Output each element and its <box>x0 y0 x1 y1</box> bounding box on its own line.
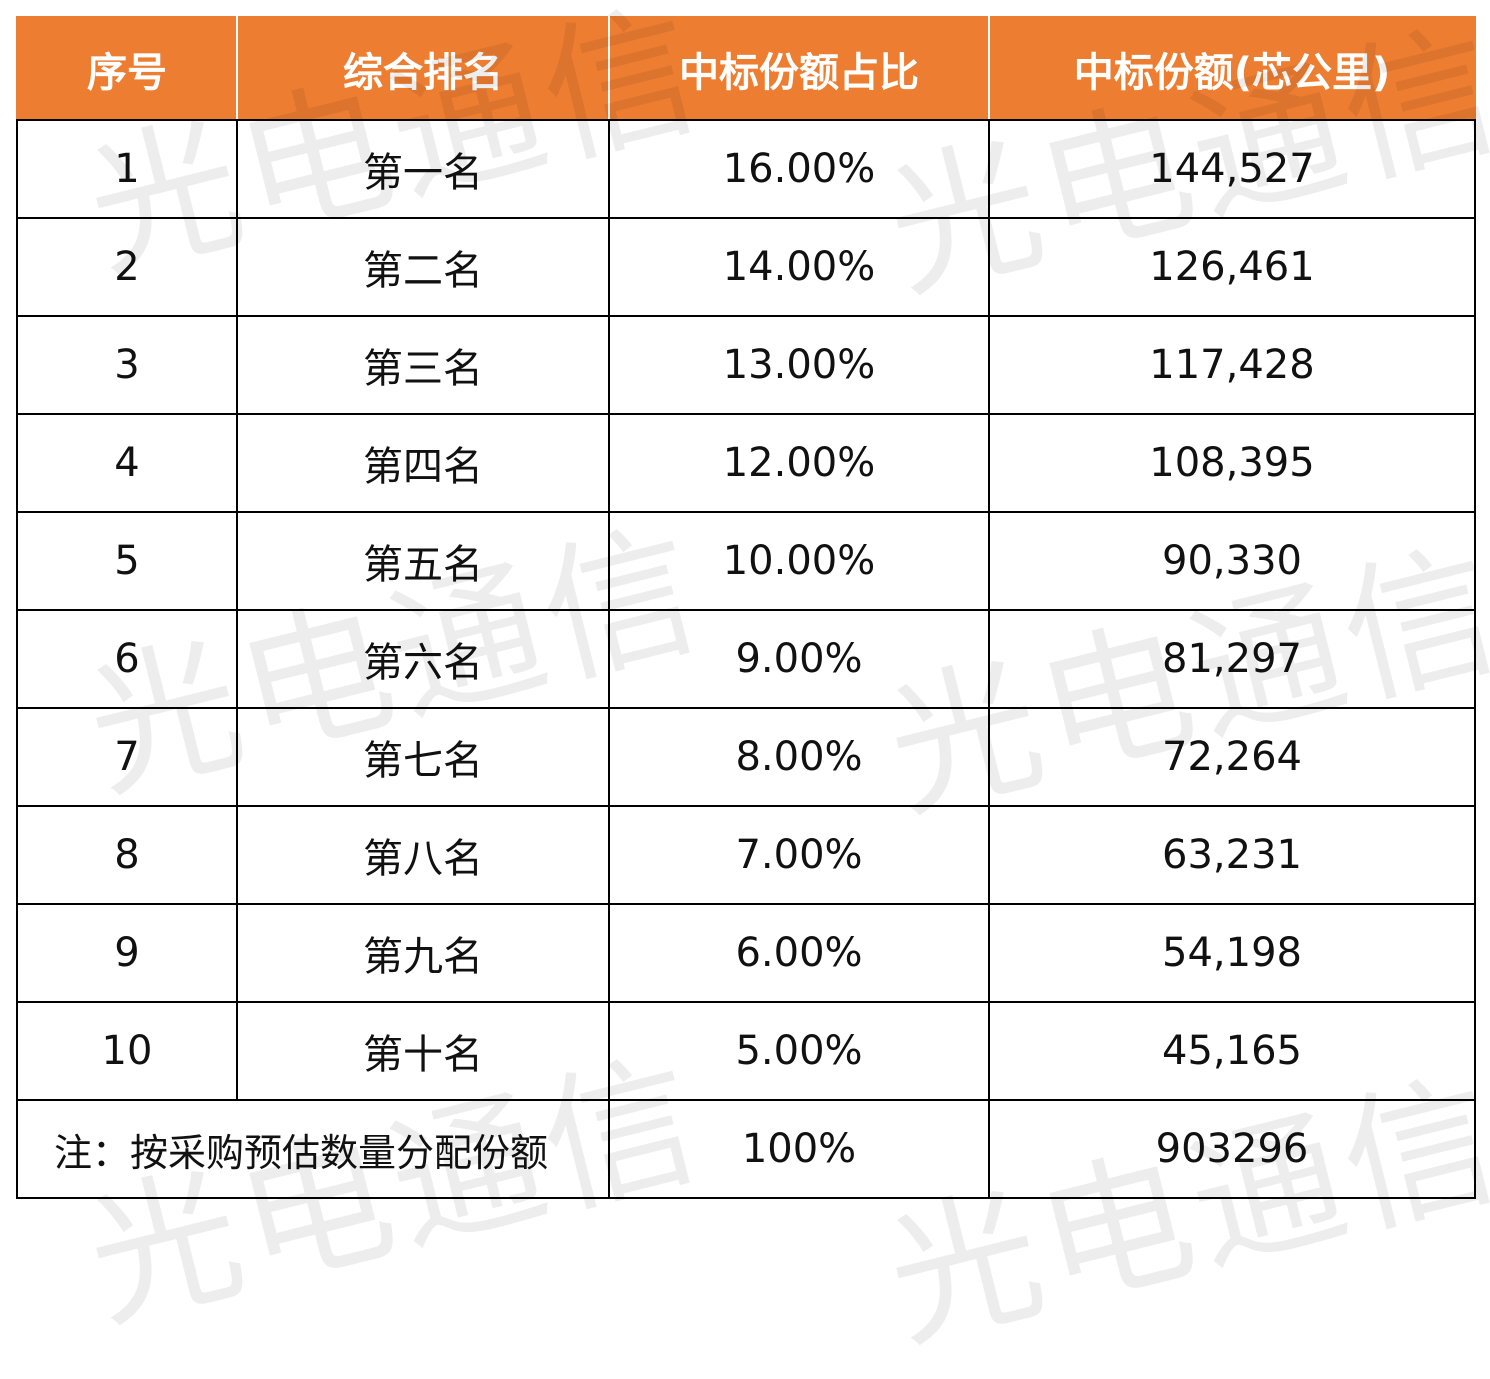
cell-index: 4 <box>16 413 238 513</box>
cell-share-amount: 90,330 <box>988 511 1476 611</box>
cell-rank: 第一名 <box>236 119 610 219</box>
cell-rank: 第四名 <box>236 413 610 513</box>
cell-index: 1 <box>16 119 238 219</box>
cell-index: 6 <box>16 609 238 709</box>
cell-rank: 第二名 <box>236 217 610 317</box>
cell-share-ratio: 6.00% <box>608 903 990 1003</box>
header-share-ratio: 中标份额占比 <box>608 16 990 121</box>
footer-note: 注：按采购预估数量分配份额 <box>16 1099 610 1199</box>
cell-rank: 第十名 <box>236 1001 610 1101</box>
cell-share-ratio: 5.00% <box>608 1001 990 1101</box>
cell-rank: 第七名 <box>236 707 610 807</box>
cell-index: 2 <box>16 217 238 317</box>
cell-share-amount: 45,165 <box>988 1001 1476 1101</box>
cell-share-amount: 63,231 <box>988 805 1476 905</box>
table-row: 1 第一名 16.00% 144,527 <box>16 119 1476 219</box>
cell-share-ratio: 9.00% <box>608 609 990 709</box>
table-row: 7 第七名 8.00% 72,264 <box>16 707 1476 807</box>
table-row: 9 第九名 6.00% 54,198 <box>16 903 1476 1003</box>
cell-rank: 第八名 <box>236 805 610 905</box>
cell-index: 3 <box>16 315 238 415</box>
table-row: 3 第三名 13.00% 117,428 <box>16 315 1476 415</box>
cell-share-ratio: 10.00% <box>608 511 990 611</box>
cell-share-amount: 117,428 <box>988 315 1476 415</box>
cell-share-amount: 72,264 <box>988 707 1476 807</box>
cell-share-ratio: 8.00% <box>608 707 990 807</box>
header-share-amount: 中标份额(芯公里) <box>988 16 1476 121</box>
table-row: 8 第八名 7.00% 63,231 <box>16 805 1476 905</box>
cell-share-amount: 81,297 <box>988 609 1476 709</box>
cell-index: 7 <box>16 707 238 807</box>
cell-share-ratio: 16.00% <box>608 119 990 219</box>
table-header-row: 序号 综合排名 中标份额占比 中标份额(芯公里) <box>16 16 1476 121</box>
cell-share-amount: 54,198 <box>988 903 1476 1003</box>
table-row: 2 第二名 14.00% 126,461 <box>16 217 1476 317</box>
cell-rank: 第九名 <box>236 903 610 1003</box>
cell-rank: 第六名 <box>236 609 610 709</box>
cell-share-amount: 126,461 <box>988 217 1476 317</box>
cell-index: 9 <box>16 903 238 1003</box>
cell-share-ratio: 7.00% <box>608 805 990 905</box>
cell-share-amount: 108,395 <box>988 413 1476 513</box>
bid-share-table: 序号 综合排名 中标份额占比 中标份额(芯公里) 1 第一名 16.00% 14… <box>16 16 1476 1199</box>
table-footer-row: 注：按采购预估数量分配份额 100% 903296 <box>16 1099 1476 1199</box>
cell-rank: 第五名 <box>236 511 610 611</box>
cell-index: 10 <box>16 1001 238 1101</box>
header-rank: 综合排名 <box>236 16 610 121</box>
cell-rank: 第三名 <box>236 315 610 415</box>
table-row: 4 第四名 12.00% 108,395 <box>16 413 1476 513</box>
cell-share-ratio: 14.00% <box>608 217 990 317</box>
table-row: 5 第五名 10.00% 90,330 <box>16 511 1476 611</box>
cell-index: 8 <box>16 805 238 905</box>
footer-share-total: 100% <box>608 1099 990 1199</box>
table-row: 6 第六名 9.00% 81,297 <box>16 609 1476 709</box>
footer-amount-total: 903296 <box>988 1099 1476 1199</box>
table-row: 10 第十名 5.00% 45,165 <box>16 1001 1476 1101</box>
cell-share-amount: 144,527 <box>988 119 1476 219</box>
cell-share-ratio: 13.00% <box>608 315 990 415</box>
cell-share-ratio: 12.00% <box>608 413 990 513</box>
cell-index: 5 <box>16 511 238 611</box>
header-index: 序号 <box>16 16 238 121</box>
